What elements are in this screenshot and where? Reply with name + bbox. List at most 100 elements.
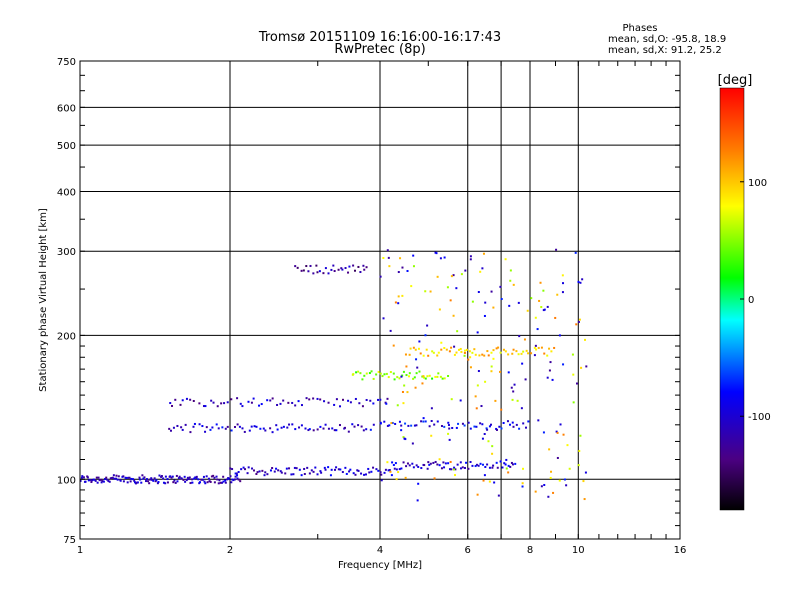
data-point: [483, 433, 486, 436]
data-point: [463, 349, 466, 352]
data-point: [181, 399, 184, 402]
data-point: [393, 467, 396, 470]
data-point: [261, 469, 264, 472]
data-point: [540, 485, 543, 488]
data-point: [90, 481, 93, 484]
data-point: [91, 479, 94, 482]
data-point: [308, 472, 311, 475]
data-point: [271, 467, 274, 470]
data-point: [391, 421, 394, 424]
data-point: [402, 402, 405, 405]
data-point: [217, 482, 220, 485]
data-point: [322, 427, 325, 430]
data-point: [368, 471, 371, 474]
data-point: [465, 461, 468, 464]
data-point: [577, 320, 580, 323]
data-point: [459, 461, 462, 464]
data-point: [412, 466, 415, 469]
data-point: [312, 397, 315, 400]
data-point: [143, 476, 146, 479]
data-point: [98, 479, 101, 482]
data-point: [164, 475, 167, 478]
data-point: [585, 365, 588, 368]
data-point: [396, 404, 399, 407]
data-point: [180, 477, 183, 480]
data-point: [500, 408, 503, 411]
data-point: [215, 475, 218, 478]
data-point: [500, 298, 503, 301]
data-point: [408, 464, 411, 467]
data-point: [357, 265, 360, 268]
data-point: [233, 425, 236, 428]
data-point: [399, 257, 402, 260]
data-point: [469, 460, 472, 463]
data-point: [151, 478, 154, 481]
data-point: [202, 475, 205, 478]
data-point: [115, 477, 118, 480]
data-point: [187, 478, 190, 481]
data-point: [89, 478, 92, 481]
data-point: [575, 382, 578, 385]
data-point: [400, 467, 403, 470]
data-point: [517, 301, 520, 304]
data-point: [100, 478, 103, 481]
data-point: [300, 474, 303, 477]
data-point: [446, 286, 449, 289]
data-point: [381, 375, 384, 378]
data-point: [221, 481, 224, 484]
data-point: [413, 424, 416, 427]
data-point: [157, 481, 160, 484]
data-point: [242, 466, 245, 469]
data-point: [201, 425, 204, 428]
data-point: [464, 269, 467, 272]
data-point: [390, 422, 393, 425]
data-point: [222, 480, 225, 483]
data-point: [285, 467, 288, 470]
data-point: [391, 461, 394, 464]
data-point: [511, 352, 514, 355]
data-point: [379, 422, 382, 425]
data-point: [138, 476, 141, 479]
data-point: [238, 425, 241, 428]
data-point: [502, 421, 505, 424]
data-point: [420, 420, 423, 423]
data-point: [171, 475, 174, 478]
data-point: [488, 466, 491, 469]
data-point: [495, 461, 498, 464]
data-point: [427, 461, 430, 464]
data-point: [330, 468, 333, 471]
data-point: [484, 465, 487, 468]
data-point: [574, 251, 577, 254]
data-point: [521, 485, 524, 488]
data-point: [106, 478, 109, 481]
data-point: [166, 481, 169, 484]
data-point: [222, 475, 225, 478]
data-point: [95, 476, 98, 479]
data-point: [403, 384, 406, 387]
data-point: [417, 482, 420, 485]
data-point: [453, 466, 456, 469]
data-point: [450, 398, 453, 401]
data-point: [448, 438, 451, 441]
data-point: [305, 397, 308, 400]
data-point: [172, 481, 175, 484]
data-point: [307, 429, 310, 432]
x-tick-label: 4: [377, 545, 383, 556]
data-point: [418, 370, 421, 373]
data-point: [437, 372, 440, 375]
y-tick-label: 500: [57, 141, 76, 152]
data-point: [173, 479, 176, 482]
data-point: [463, 424, 466, 427]
data-point: [142, 477, 145, 480]
data-point: [152, 479, 155, 482]
y-tick-label: 400: [57, 187, 76, 198]
data-point: [204, 482, 207, 485]
colorbar-tick-label: 100: [748, 178, 767, 189]
data-point: [561, 291, 564, 294]
data-point: [500, 427, 503, 430]
data-point: [148, 478, 151, 481]
data-point: [440, 348, 443, 351]
data-point: [129, 480, 132, 483]
data-point: [542, 309, 545, 312]
data-point: [269, 399, 272, 402]
